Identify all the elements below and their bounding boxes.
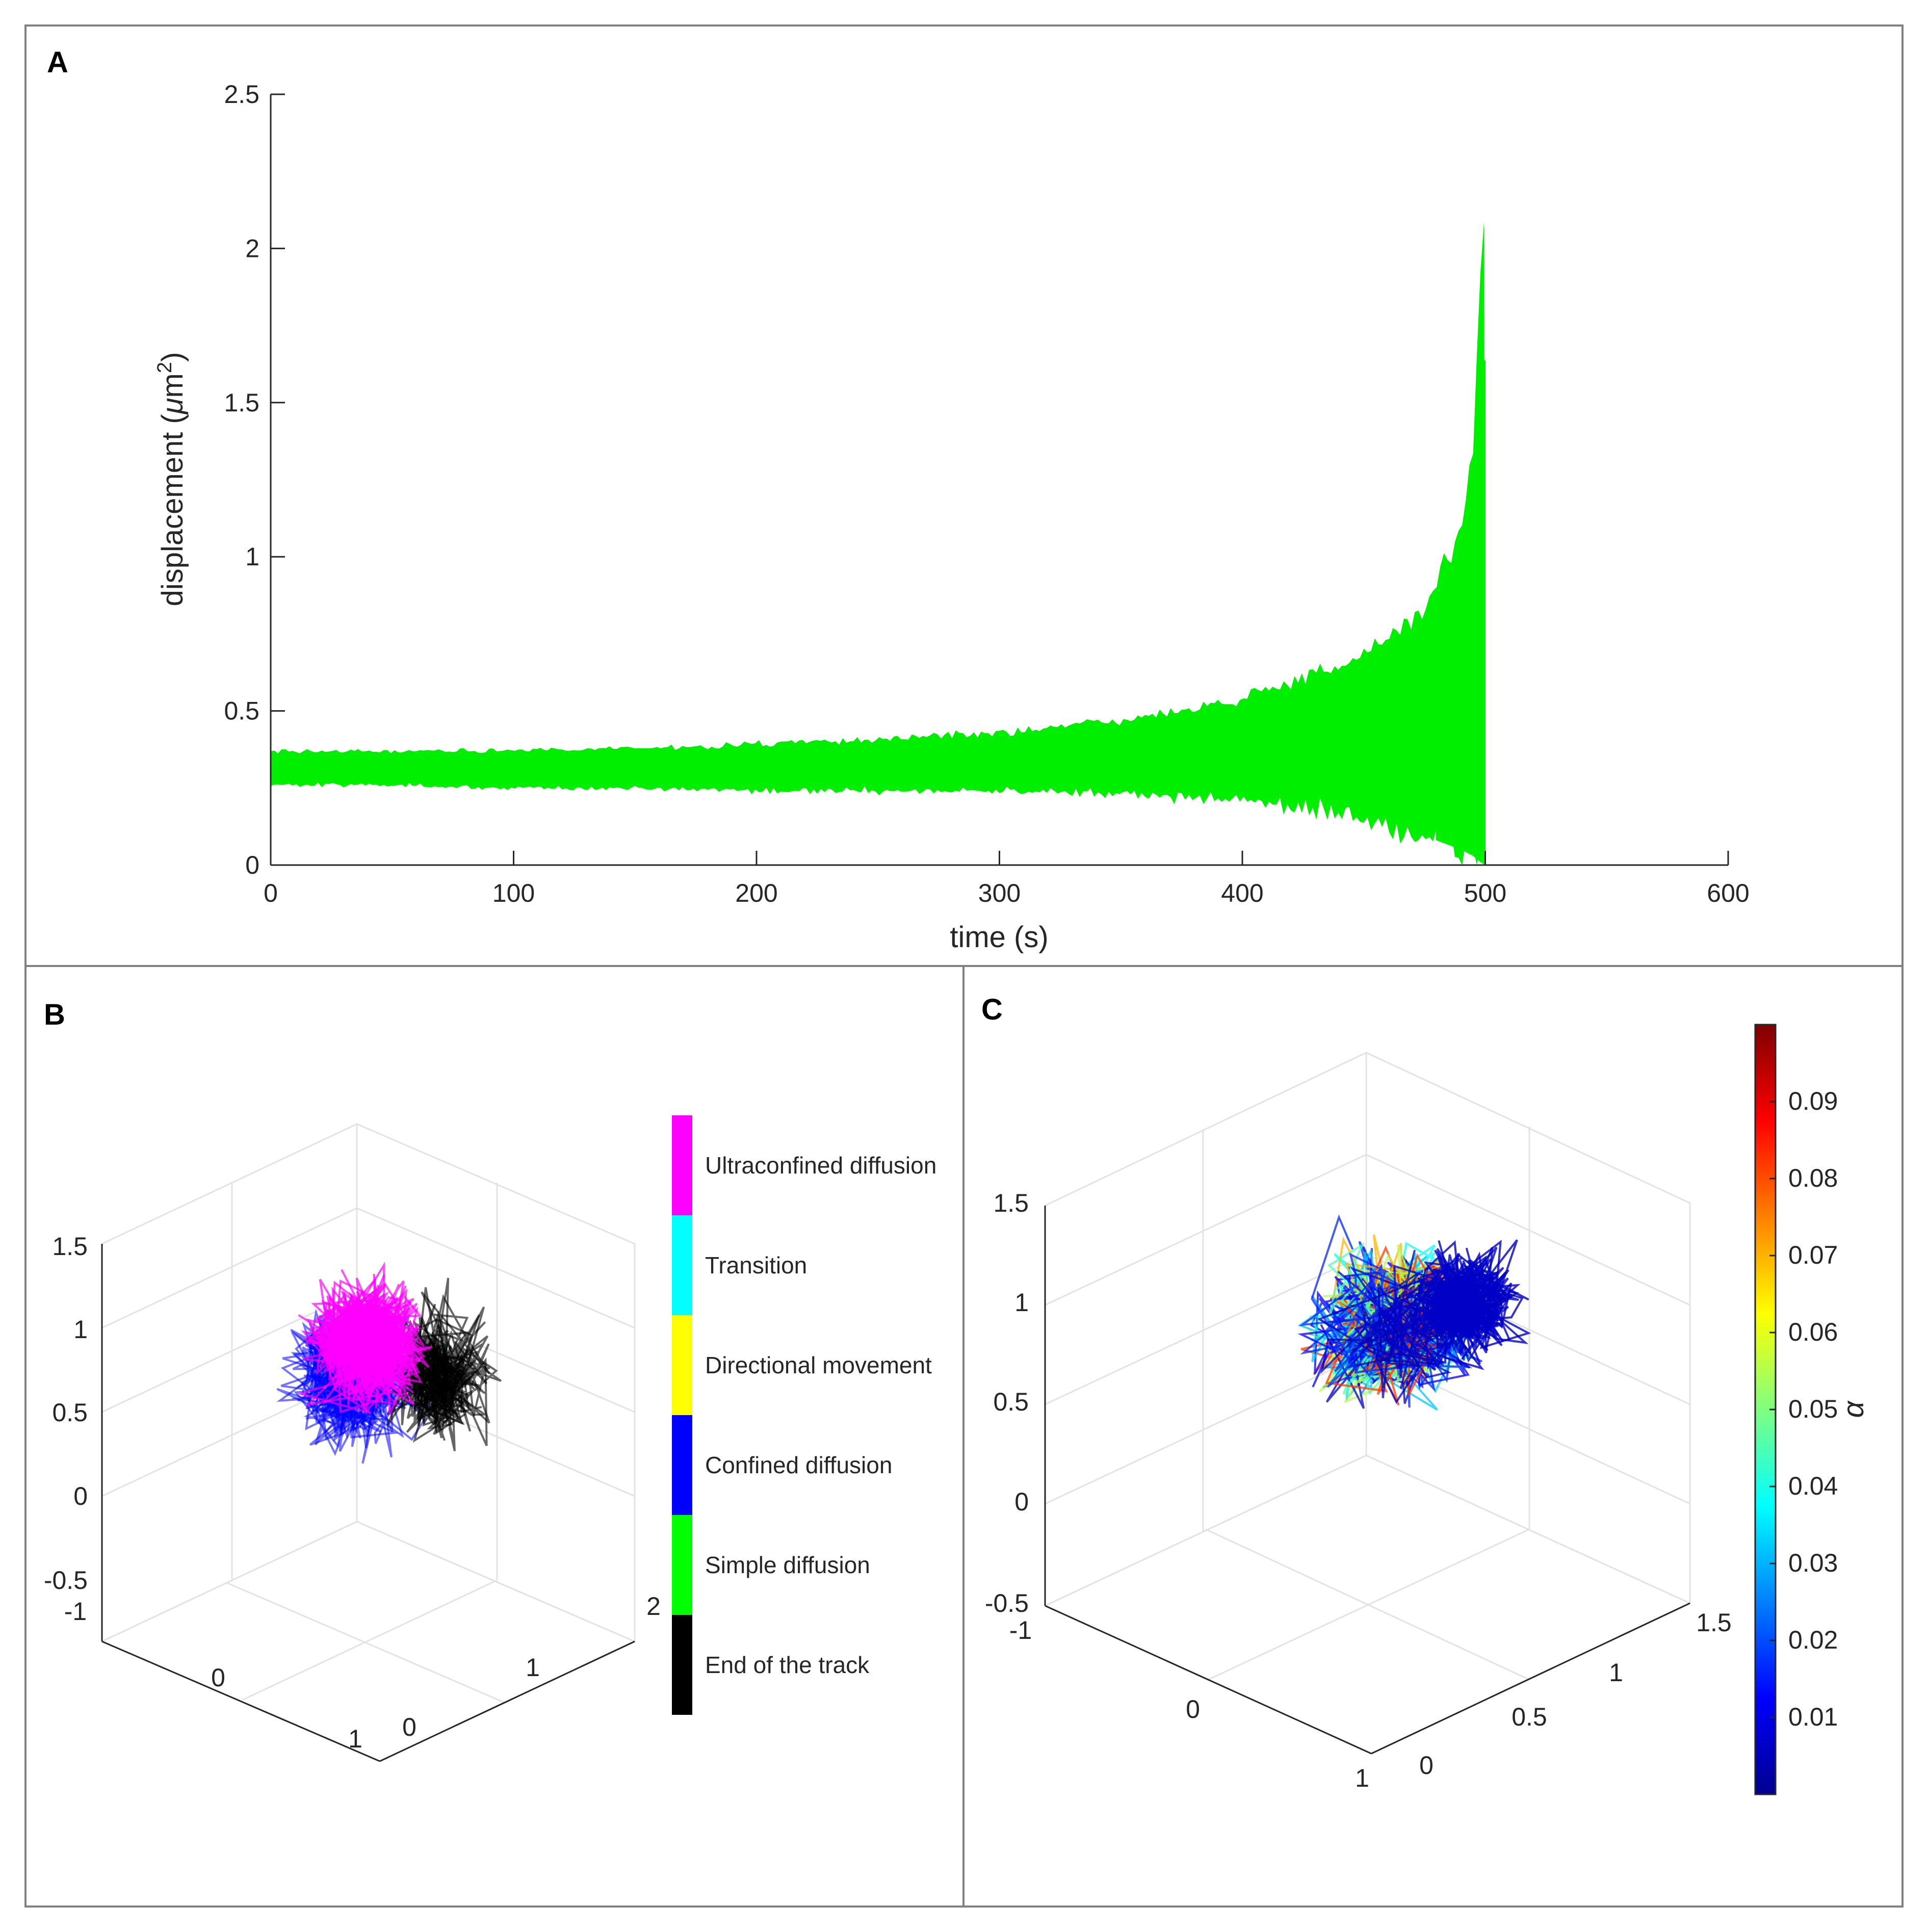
b-trajectories (276, 1262, 502, 1464)
a-y-tick-label: 0 (245, 851, 259, 879)
alpha-track (1435, 1257, 1508, 1340)
c-grid-line (1045, 1352, 1367, 1505)
a-y-tick-label: 1.5 (224, 388, 259, 417)
a-x-tick-label: 600 (1707, 879, 1749, 907)
b-grid-line (101, 1291, 357, 1413)
b-grid-line (242, 1579, 498, 1701)
a-x-tick-label: 0 (264, 879, 278, 907)
colorbar-ticks: 0.01 0.02 0.03 0.04 0.05 0.06 0.07 0.08 0.09 (1769, 1087, 1838, 1731)
colorbar-label: α (1837, 1400, 1870, 1418)
a-x-tick-label: 100 (492, 879, 535, 907)
c-y-tick: 0.5 (1512, 1703, 1547, 1731)
a-x-axis-label: time (s) (950, 921, 1048, 954)
legend-swatch (672, 1315, 692, 1415)
a-y-ticks: 0 0.5 1 1.5 2 2.5 (224, 80, 285, 879)
displacement-spikes (1436, 293, 1486, 865)
a-x-tick-label: 300 (978, 879, 1021, 907)
c-axis-lines (1044, 1206, 1690, 1755)
c-grid-line (1208, 1528, 1530, 1681)
alpha-track (1317, 1276, 1428, 1374)
colorbar-tick-label: 0.06 (1788, 1318, 1838, 1346)
ultraconfined-track (322, 1285, 428, 1387)
legend-swatch (672, 1615, 692, 1715)
a-x-tick-label: 200 (735, 879, 777, 907)
a-y-tick-label: 2 (245, 234, 259, 263)
c-grid-line (1045, 1253, 1367, 1405)
colorbar-tick-label: 0.05 (1788, 1395, 1838, 1423)
colorbar-tick-label: 0.02 (1788, 1626, 1838, 1654)
b-z-tick: 1.5 (52, 1232, 88, 1261)
alpha-track (1413, 1266, 1490, 1354)
a-y-tick-label: 2.5 (224, 80, 259, 109)
colorbar-tick-label: 0.07 (1788, 1241, 1838, 1269)
b-z-tick: 0 (73, 1482, 88, 1510)
legend-swatch (672, 1115, 692, 1215)
c-y-tick: 1.5 (1696, 1608, 1732, 1637)
c-z-tick: 0.5 (993, 1388, 1029, 1416)
c-x-tick: -1 (1009, 1616, 1032, 1644)
panel-label-c: C (981, 993, 1003, 1026)
c-x-axis (1045, 1605, 1372, 1755)
b-x-tick: -1 (64, 1597, 87, 1626)
legend-label: Ultraconfined diffusion (705, 1152, 936, 1179)
b-y-tick: 2 (646, 1592, 661, 1621)
panel-label-b: B (44, 998, 65, 1031)
b-x-axis (101, 1640, 380, 1762)
c-x-tick: 0 (1186, 1695, 1200, 1724)
c-y-tick: 1 (1609, 1658, 1623, 1687)
b-y-tick: 1 (526, 1653, 540, 1682)
displacement-area (271, 221, 1484, 865)
c-grid-line (1045, 1154, 1367, 1306)
c-z-tick: -0.5 (985, 1589, 1029, 1617)
a-x-tick-label: 400 (1221, 879, 1263, 907)
colorbar-tick-label: 0.09 (1788, 1087, 1838, 1115)
b-axis-lines (101, 1244, 635, 1762)
c-z-tick: 1 (1014, 1288, 1029, 1317)
panel-label-a: A (47, 46, 68, 79)
a-y-tick-label: 1 (245, 542, 259, 571)
b-z-tick: 0.5 (52, 1398, 88, 1427)
alpha-track (1298, 1214, 1390, 1369)
b-grid-line (101, 1207, 357, 1329)
c-grid-line (1366, 1154, 1690, 1306)
legend-label: Directional movement (705, 1352, 932, 1378)
c-x-tick: 1 (1355, 1764, 1369, 1792)
c-y-tick: 0 (1419, 1751, 1434, 1780)
a-y-tick-label: 0.5 (224, 697, 259, 725)
b-grid-line (356, 1207, 635, 1329)
b-y-tick: 0 (402, 1713, 416, 1741)
b-x-tick: 1 (348, 1725, 362, 1753)
panel-b-chart: 1.5 1 0.5 0 -0.5 -1 0 1 0 1 2 Ultraconfi… (44, 1115, 936, 1762)
legend-label: Confined diffusion (705, 1452, 892, 1478)
a-y-axis-label: displacement (μm2) (153, 352, 189, 607)
colorbar-tick-label: 0.03 (1788, 1549, 1838, 1577)
colorbar-tick-label: 0.08 (1788, 1164, 1838, 1192)
legend-swatch (672, 1415, 692, 1515)
b-z-tick: 1 (73, 1315, 88, 1344)
a-x-ticks: 0 100 200 300 400 500 600 (264, 851, 1750, 907)
panel-c-chart: 1.5 1 0.5 0 -0.5 -1 0 1 0 0.5 1 1.5 0.01… (985, 1024, 1870, 1795)
legend-swatch (672, 1215, 692, 1315)
colorbar-tick-label: 0.04 (1788, 1472, 1838, 1500)
end-track (387, 1341, 472, 1433)
panel-a-chart: 0 100 200 300 400 500 600 0 0.5 1 1.5 2 2.5 time (s… (153, 80, 1750, 954)
c-3d-grid (1045, 1051, 1692, 1755)
b-x-tick: 0 (211, 1663, 225, 1692)
c-z-tick: 0 (1014, 1487, 1029, 1516)
legend-swatch (672, 1515, 692, 1615)
c-trajectories (1297, 1214, 1531, 1411)
colorbar-tick-label: 0.01 (1788, 1703, 1838, 1731)
a-x-tick-label: 500 (1464, 879, 1506, 907)
b-state-legend: Ultraconfined diffusion Transition Directi… (672, 1115, 936, 1715)
b-y-axis (379, 1640, 635, 1762)
legend-label: End of the track (705, 1652, 870, 1678)
b-z-tick: -0.5 (44, 1566, 88, 1595)
legend-label: Simple diffusion (705, 1552, 870, 1578)
c-y-axis (1371, 1602, 1690, 1755)
legend-label: Transition (705, 1252, 807, 1278)
c-z-tick: 1.5 (993, 1189, 1029, 1217)
